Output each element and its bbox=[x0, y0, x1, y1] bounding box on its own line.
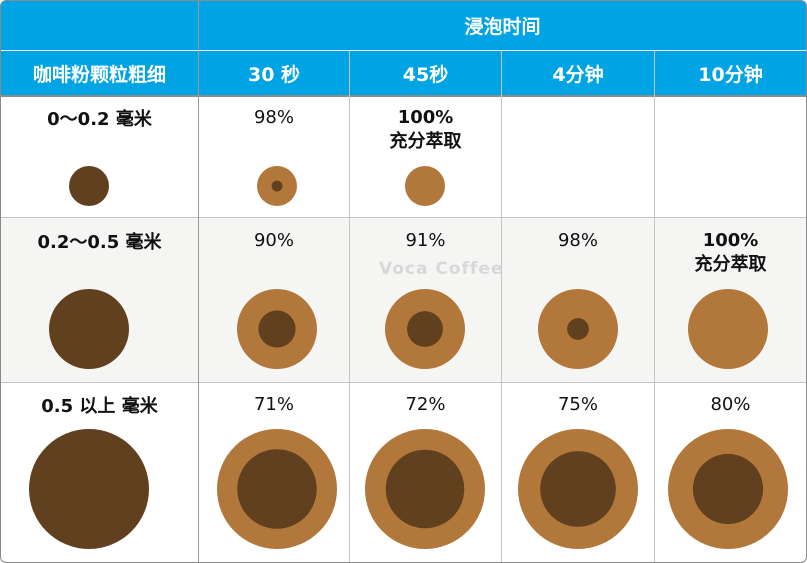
grain-core-2-0 bbox=[237, 449, 317, 529]
header-divider bbox=[1, 50, 806, 51]
column-header-30s: 30 秒 bbox=[199, 51, 349, 95]
header-bottom-line bbox=[1, 95, 806, 97]
grain-core-2-3 bbox=[692, 453, 764, 525]
value-coarse-30s: 71% bbox=[253, 394, 294, 415]
grain-dry-2 bbox=[29, 429, 149, 549]
row-label-coarse: 0.5 以上 毫米 bbox=[41, 396, 158, 417]
row-label-fine: 0～0.2 毫米 bbox=[47, 109, 152, 130]
value-medium-10min-note: 充分萃取 bbox=[694, 254, 767, 275]
grain-core-2-2 bbox=[540, 451, 616, 527]
label-column-line bbox=[198, 1, 199, 562]
grain-core-1-1 bbox=[407, 311, 443, 347]
grain-core-1-0 bbox=[258, 310, 296, 348]
value-fine-45s-note: 充分萃取 bbox=[389, 131, 462, 152]
grain-dry-1 bbox=[49, 289, 129, 369]
grain-core-1-2 bbox=[567, 318, 589, 340]
value-fine-45s-percent: 100% bbox=[397, 107, 454, 128]
header-corner bbox=[1, 1, 198, 50]
value-fine-45s: 100% 充分萃取 bbox=[350, 106, 501, 154]
value-medium-30s: 90% bbox=[253, 230, 294, 251]
row-divider-1 bbox=[1, 217, 806, 218]
value-fine-30s: 98% bbox=[253, 107, 294, 128]
grind-size-header: 咖啡粉颗粒粗细 bbox=[1, 51, 198, 95]
grain-outer-0-1 bbox=[405, 166, 445, 206]
soak-time-title: 浸泡时间 bbox=[199, 1, 806, 50]
grain-dry-0 bbox=[69, 166, 109, 206]
column-header-45s: 45秒 bbox=[350, 51, 501, 95]
value-coarse-10min: 80% bbox=[710, 394, 751, 415]
value-coarse-4min: 75% bbox=[557, 394, 598, 415]
value-medium-45s: 91% bbox=[405, 230, 446, 251]
column-header-10min: 10分钟 bbox=[655, 51, 806, 95]
value-medium-4min: 98% bbox=[557, 230, 598, 251]
column-line-2 bbox=[501, 51, 502, 562]
column-header-4min: 4分钟 bbox=[502, 51, 654, 95]
grain-outer-1-3 bbox=[688, 289, 768, 369]
value-coarse-45s: 72% bbox=[405, 394, 446, 415]
row-divider-2 bbox=[1, 382, 806, 383]
watermark: Voca Coffee bbox=[379, 259, 504, 279]
grain-core-2-1 bbox=[385, 449, 465, 529]
grain-core-0-0 bbox=[271, 180, 283, 192]
column-line-3 bbox=[654, 51, 655, 562]
column-line-1 bbox=[349, 51, 350, 562]
value-medium-10min: 100% 充分萃取 bbox=[655, 229, 806, 277]
row-label-medium: 0.2～0.5 毫米 bbox=[37, 232, 162, 253]
value-medium-10min-percent: 100% bbox=[702, 230, 759, 251]
